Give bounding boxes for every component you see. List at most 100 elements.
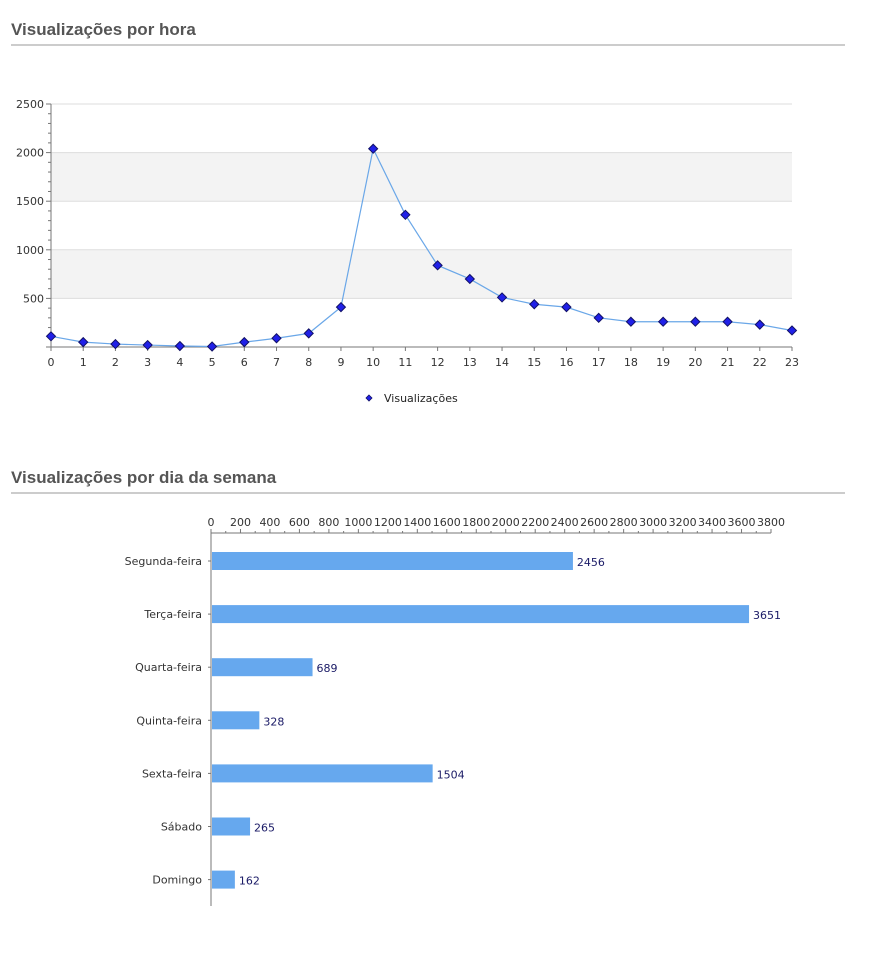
data-point xyxy=(593,312,604,324)
category-label: Sábado xyxy=(161,821,202,834)
x-tick-label: 21 xyxy=(721,356,735,369)
x-tick-label: 2000 xyxy=(492,516,520,529)
data-point xyxy=(786,325,798,336)
x-tick-label: 13 xyxy=(463,356,477,369)
x-tick-label: 2200 xyxy=(521,516,549,529)
x-tick-label: 2400 xyxy=(551,516,579,529)
data-point xyxy=(174,340,186,352)
data-point xyxy=(400,209,411,221)
bar-value-label: 2456 xyxy=(577,556,605,569)
x-tick-label: 4 xyxy=(176,356,183,369)
category-label: Terça-feira xyxy=(143,608,202,621)
x-tick-label: 1400 xyxy=(403,516,431,529)
x-tick-label: 0 xyxy=(48,356,55,369)
bar xyxy=(212,817,251,836)
x-tick-label: 17 xyxy=(592,356,606,369)
data-point xyxy=(561,301,572,313)
x-tick-label: 1200 xyxy=(374,516,402,529)
x-tick-label: 19 xyxy=(656,356,670,369)
data-point xyxy=(142,339,153,351)
data-point xyxy=(239,336,250,348)
y-tick-label: 2500 xyxy=(16,98,44,111)
x-tick-label: 22 xyxy=(753,356,767,369)
data-point xyxy=(367,143,379,154)
x-tick-label: 12 xyxy=(431,356,445,369)
bar-value-label: 3651 xyxy=(753,609,781,622)
legend-marker xyxy=(365,394,373,402)
x-tick-label: 600 xyxy=(289,516,310,529)
x-tick-label: 5 xyxy=(209,356,216,369)
x-tick-label: 3200 xyxy=(669,516,697,529)
data-point xyxy=(690,316,701,327)
x-tick-label: 1800 xyxy=(462,516,490,529)
data-point xyxy=(303,328,314,339)
x-tick-label: 800 xyxy=(318,516,339,529)
x-tick-label: 2800 xyxy=(610,516,638,529)
x-tick-label: 20 xyxy=(688,356,702,369)
bar-value-label: 1504 xyxy=(437,768,465,781)
category-label: Domingo xyxy=(152,874,202,887)
data-point xyxy=(754,319,765,330)
x-tick-label: 400 xyxy=(259,516,280,529)
x-tick-label: 11 xyxy=(398,356,412,369)
x-tick-label: 7 xyxy=(273,356,280,369)
data-point xyxy=(78,336,89,348)
bar xyxy=(212,605,750,624)
data-point xyxy=(110,338,121,350)
data-point xyxy=(464,273,476,285)
bar-value-label: 265 xyxy=(254,822,275,835)
y-tick-label: 1000 xyxy=(16,244,44,257)
data-point xyxy=(496,292,508,303)
category-label: Sexta-feira xyxy=(142,767,202,780)
legend-label: Visualizações xyxy=(384,392,458,405)
data-point xyxy=(206,341,218,352)
x-tick-label: 10 xyxy=(366,356,380,369)
bar xyxy=(212,552,573,570)
x-tick-label: 14 xyxy=(495,356,509,369)
series-line-visualizacoes xyxy=(50,146,793,348)
x-tick-label: 2 xyxy=(112,356,119,369)
x-tick-label: 3 xyxy=(144,356,151,369)
y-tick-label: 500 xyxy=(23,292,44,305)
weekday-chart-title: Visualizações por dia da semana xyxy=(11,468,845,494)
x-tick-label: 3800 xyxy=(757,516,785,529)
data-point xyxy=(335,301,347,313)
data-point xyxy=(432,260,443,271)
data-point xyxy=(271,333,282,344)
x-tick-label: 16 xyxy=(559,356,573,369)
x-tick-label: 200 xyxy=(230,516,251,529)
bar-value-label: 689 xyxy=(317,662,338,675)
bar xyxy=(212,658,313,677)
plot-band xyxy=(51,152,792,202)
bar xyxy=(212,711,260,730)
data-point xyxy=(45,331,57,342)
bar-value-label: 162 xyxy=(239,875,260,888)
x-tick-label: 23 xyxy=(785,356,799,369)
y-tick-label: 1500 xyxy=(16,195,44,208)
category-label: Segunda-feira xyxy=(125,555,202,568)
x-tick-label: 18 xyxy=(624,356,638,369)
x-tick-label: 1000 xyxy=(344,516,372,529)
x-tick-label: 6 xyxy=(241,356,248,369)
x-tick-label: 0 xyxy=(208,516,215,529)
x-tick-label: 8 xyxy=(305,356,312,369)
data-point xyxy=(529,299,540,310)
data-point xyxy=(722,316,733,327)
hourly-chart-title: Visualizações por hora xyxy=(11,20,845,46)
x-tick-label: 1600 xyxy=(433,516,461,529)
y-tick-label: 2000 xyxy=(16,147,44,160)
category-label: Quinta-feira xyxy=(136,714,202,727)
x-tick-label: 3600 xyxy=(728,516,756,529)
bar-value-label: 328 xyxy=(263,715,284,728)
x-tick-label: 15 xyxy=(527,356,541,369)
x-tick-label: 1 xyxy=(80,356,87,369)
plot-band xyxy=(51,249,792,299)
bar xyxy=(212,870,235,889)
x-tick-label: 9 xyxy=(337,356,344,369)
data-point xyxy=(625,316,637,327)
x-tick-label: 3000 xyxy=(639,516,667,529)
bar xyxy=(212,764,433,783)
x-tick-label: 3400 xyxy=(698,516,726,529)
